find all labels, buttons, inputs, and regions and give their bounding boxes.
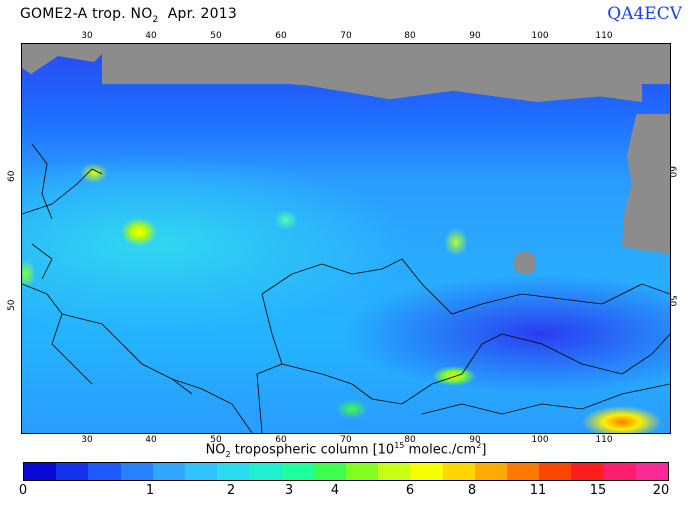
colorbar-segment bbox=[635, 463, 669, 480]
lake-baikal bbox=[514, 252, 536, 274]
map-title: GOME2-A trop. NO2 Apr. 2013 bbox=[20, 6, 237, 25]
colorbar-tick: 2 bbox=[226, 483, 236, 498]
lon-tick-top: 40 bbox=[145, 31, 157, 41]
colorbar-tick: 3 bbox=[284, 483, 294, 498]
lon-tick-bottom: 30 bbox=[81, 435, 93, 445]
colorbar-segment bbox=[410, 463, 443, 480]
lon-tick-bottom: 60 bbox=[275, 435, 287, 445]
colorbar-segment bbox=[539, 463, 572, 480]
lon-tick-top: 80 bbox=[404, 31, 416, 41]
lon-tick-top: 100 bbox=[531, 31, 549, 41]
colorbar-segment bbox=[571, 463, 604, 480]
colorbar-tick: 6 bbox=[405, 483, 415, 498]
lon-tick-top: 30 bbox=[81, 31, 93, 41]
lon-tick-bottom: 70 bbox=[340, 435, 352, 445]
colorbar-segment bbox=[281, 463, 314, 480]
lon-tick-bottom: 90 bbox=[469, 435, 481, 445]
colorbar-tick: 20 bbox=[652, 483, 670, 498]
lon-tick-top: 90 bbox=[469, 31, 481, 41]
colorbar-tick: 15 bbox=[589, 483, 607, 498]
brand-label: QA4ECV bbox=[607, 4, 682, 24]
lat-tick-left: 50 bbox=[7, 299, 17, 311]
colorbar-segment bbox=[346, 463, 379, 480]
colorbar-segment bbox=[56, 463, 89, 480]
colorbar-segment bbox=[313, 463, 347, 480]
colorbar-segment bbox=[88, 463, 121, 480]
lat-tick-left: 60 bbox=[7, 170, 17, 182]
colorbar-segment bbox=[378, 463, 411, 480]
lon-tick-bottom: 50 bbox=[210, 435, 222, 445]
colorbar-tick: 11 bbox=[529, 483, 547, 498]
lon-tick-bottom: 110 bbox=[595, 435, 613, 445]
lon-tick-bottom: 100 bbox=[531, 435, 549, 445]
colorbar-segment bbox=[507, 463, 540, 480]
colorbar-segment bbox=[442, 463, 475, 480]
colorbar-segment bbox=[152, 463, 186, 480]
lon-tick-bottom: 40 bbox=[145, 435, 157, 445]
colorbar bbox=[23, 462, 669, 481]
lon-tick-bottom: 80 bbox=[404, 435, 416, 445]
no2-map bbox=[21, 43, 671, 434]
colorbar-tick: 4 bbox=[330, 483, 340, 498]
colorbar-label: NO2 tropospheric column [1015 molec./cm2… bbox=[205, 441, 487, 459]
colorbar-segment bbox=[603, 463, 636, 480]
colorbar-tick: 0 bbox=[18, 483, 28, 498]
country-borders bbox=[22, 143, 670, 433]
lon-tick-top: 50 bbox=[210, 31, 222, 41]
colorbar-tick: 1 bbox=[145, 483, 155, 498]
colorbar-segment bbox=[217, 463, 250, 480]
colorbar-segment bbox=[249, 463, 282, 480]
lon-tick-top: 110 bbox=[595, 31, 613, 41]
colorbar-segment bbox=[120, 463, 153, 480]
colorbar-tick: 8 bbox=[467, 483, 477, 498]
colorbar-segment bbox=[474, 463, 508, 480]
lon-tick-top: 70 bbox=[340, 31, 352, 41]
lon-tick-top: 60 bbox=[275, 31, 287, 41]
colorbar-segment bbox=[24, 463, 57, 480]
colorbar-segment bbox=[185, 463, 218, 480]
